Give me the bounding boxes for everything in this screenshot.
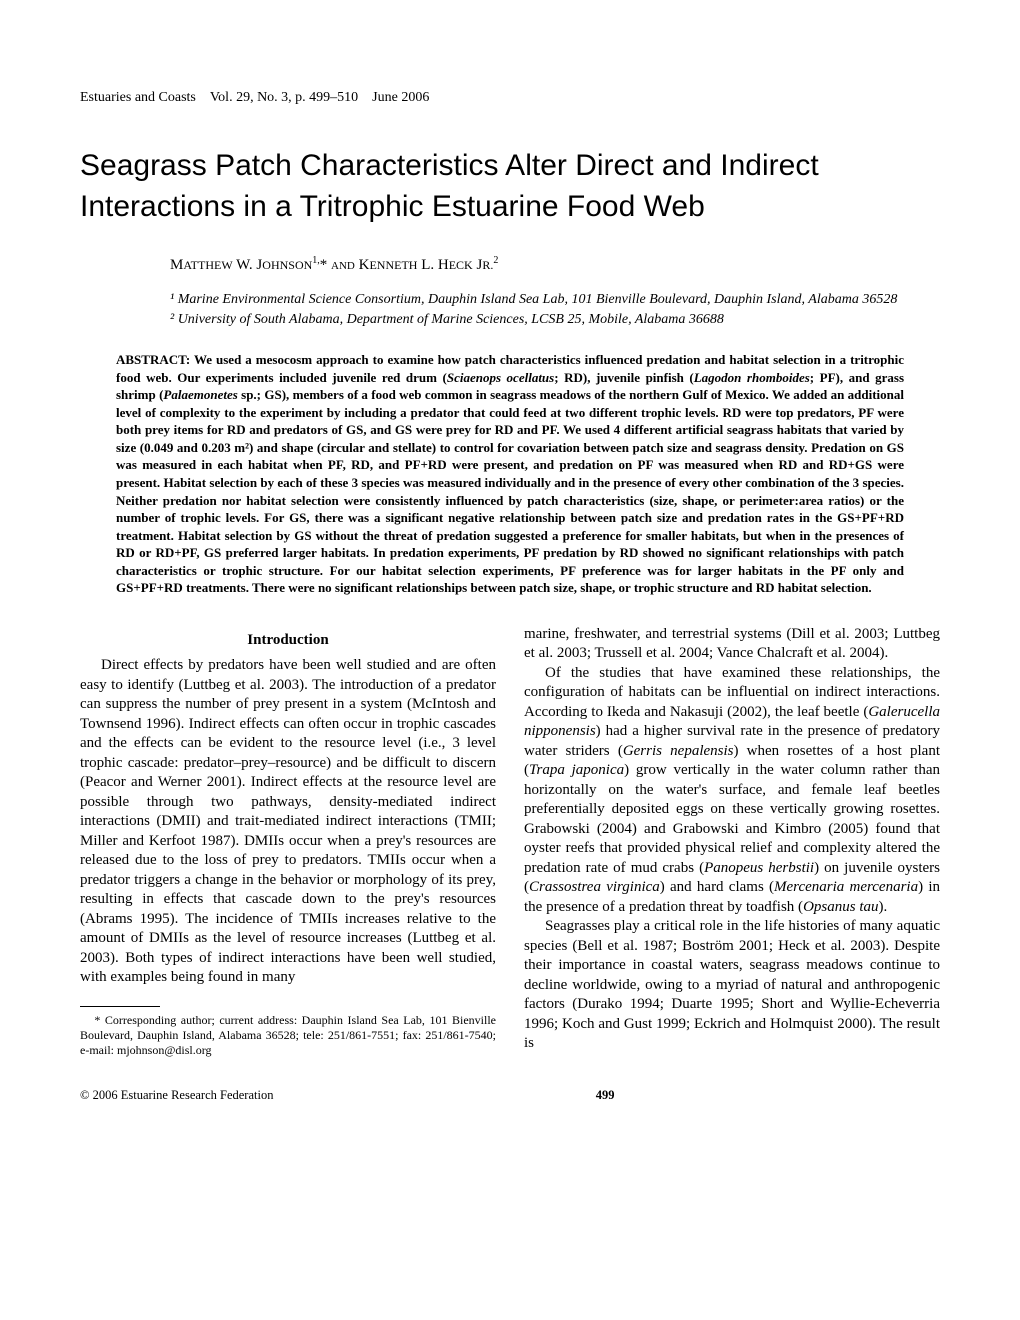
- col2-para-2: Of the studies that have examined these …: [524, 664, 940, 918]
- corresponding-author-footnote: * Corresponding author; current address:…: [80, 1013, 496, 1058]
- affiliations: ¹ Marine Environmental Science Consortiu…: [170, 290, 940, 329]
- col2-para-3: Seagrasses play a critical role in the l…: [524, 917, 940, 1054]
- article-title: Seagrass Patch Characteristics Alter Dir…: [80, 146, 940, 227]
- running-head: Estuaries and Coasts Vol. 29, No. 3, p. …: [80, 90, 940, 106]
- intro-heading: Introduction: [80, 631, 496, 651]
- affiliation-2: ² University of South Alabama, Departmen…: [170, 310, 940, 330]
- affiliation-1: ¹ Marine Environmental Science Consortiu…: [170, 290, 940, 310]
- page-number: 499: [596, 1088, 615, 1103]
- authors-line: MATTHEW W. JOHNSON1,* and KENNETH L. HEC…: [170, 255, 940, 274]
- abstract-block: ABSTRACT: We used a mesocosm approach to…: [116, 351, 904, 597]
- col2-para-1: marine, freshwater, and terrestrial syst…: [524, 625, 940, 664]
- intro-para-1: Direct effects by predators have been we…: [80, 656, 496, 988]
- body-columns: Introduction Direct effects by predators…: [80, 625, 940, 1058]
- abstract-label: ABSTRACT:: [116, 352, 190, 367]
- column-left: Introduction Direct effects by predators…: [80, 625, 496, 1058]
- page-root: Estuaries and Coasts Vol. 29, No. 3, p. …: [0, 0, 1020, 1320]
- column-right: marine, freshwater, and terrestrial syst…: [524, 625, 940, 1058]
- abstract-text: We used a mesocosm approach to examine h…: [116, 352, 904, 595]
- footnote-rule: [80, 1006, 160, 1007]
- page-footer: © 2006 Estuarine Research Federation 499…: [80, 1088, 940, 1103]
- copyright-line: © 2006 Estuarine Research Federation: [80, 1088, 273, 1103]
